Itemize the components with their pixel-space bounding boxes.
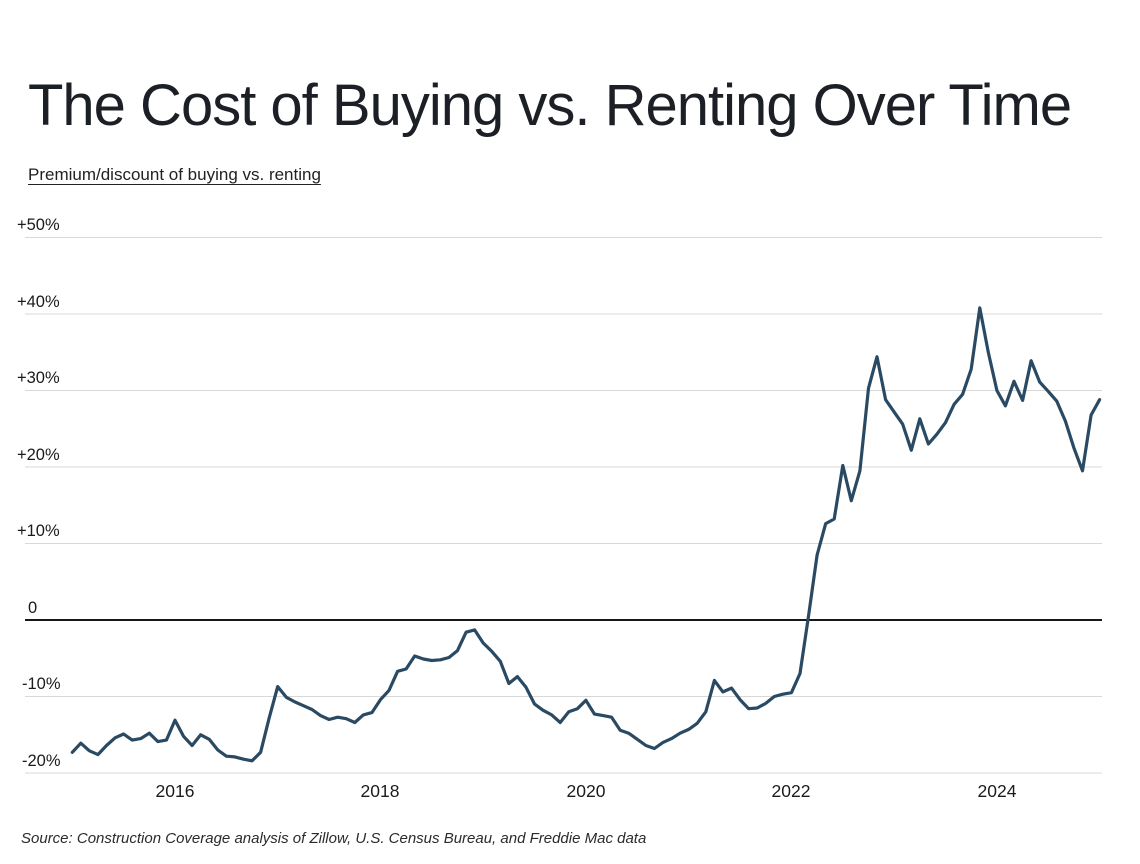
y-axis-label-neg20: -20% — [22, 752, 61, 770]
source-note: Source: Construction Coverage analysis o… — [21, 830, 647, 847]
x-axis-label-2020: 2020 — [566, 781, 606, 801]
y-axis-label-30: +30% — [17, 369, 60, 387]
premium-line — [70, 306, 1102, 763]
gridlines-group — [25, 237, 1102, 774]
y-axis-label-40: +40% — [17, 293, 60, 311]
x-axis-label-2022: 2022 — [771, 781, 811, 801]
chart-subtitle: Premium/discount of buying vs. renting — [28, 165, 321, 184]
x-axis-label-2024: 2024 — [977, 781, 1017, 801]
y-axis-label-50: +50% — [17, 216, 60, 234]
x-axis-label-2016: 2016 — [155, 781, 195, 801]
page-title: The Cost of Buying vs. Renting Over Time — [28, 72, 1072, 138]
x-axis-label-2018: 2018 — [360, 781, 400, 801]
y-axis-label-20: +20% — [17, 446, 60, 464]
y-axis-label-10: +10% — [17, 522, 60, 540]
y-axis-label-neg10: -10% — [22, 675, 61, 693]
y-axis-label-0: 0 — [28, 599, 38, 617]
